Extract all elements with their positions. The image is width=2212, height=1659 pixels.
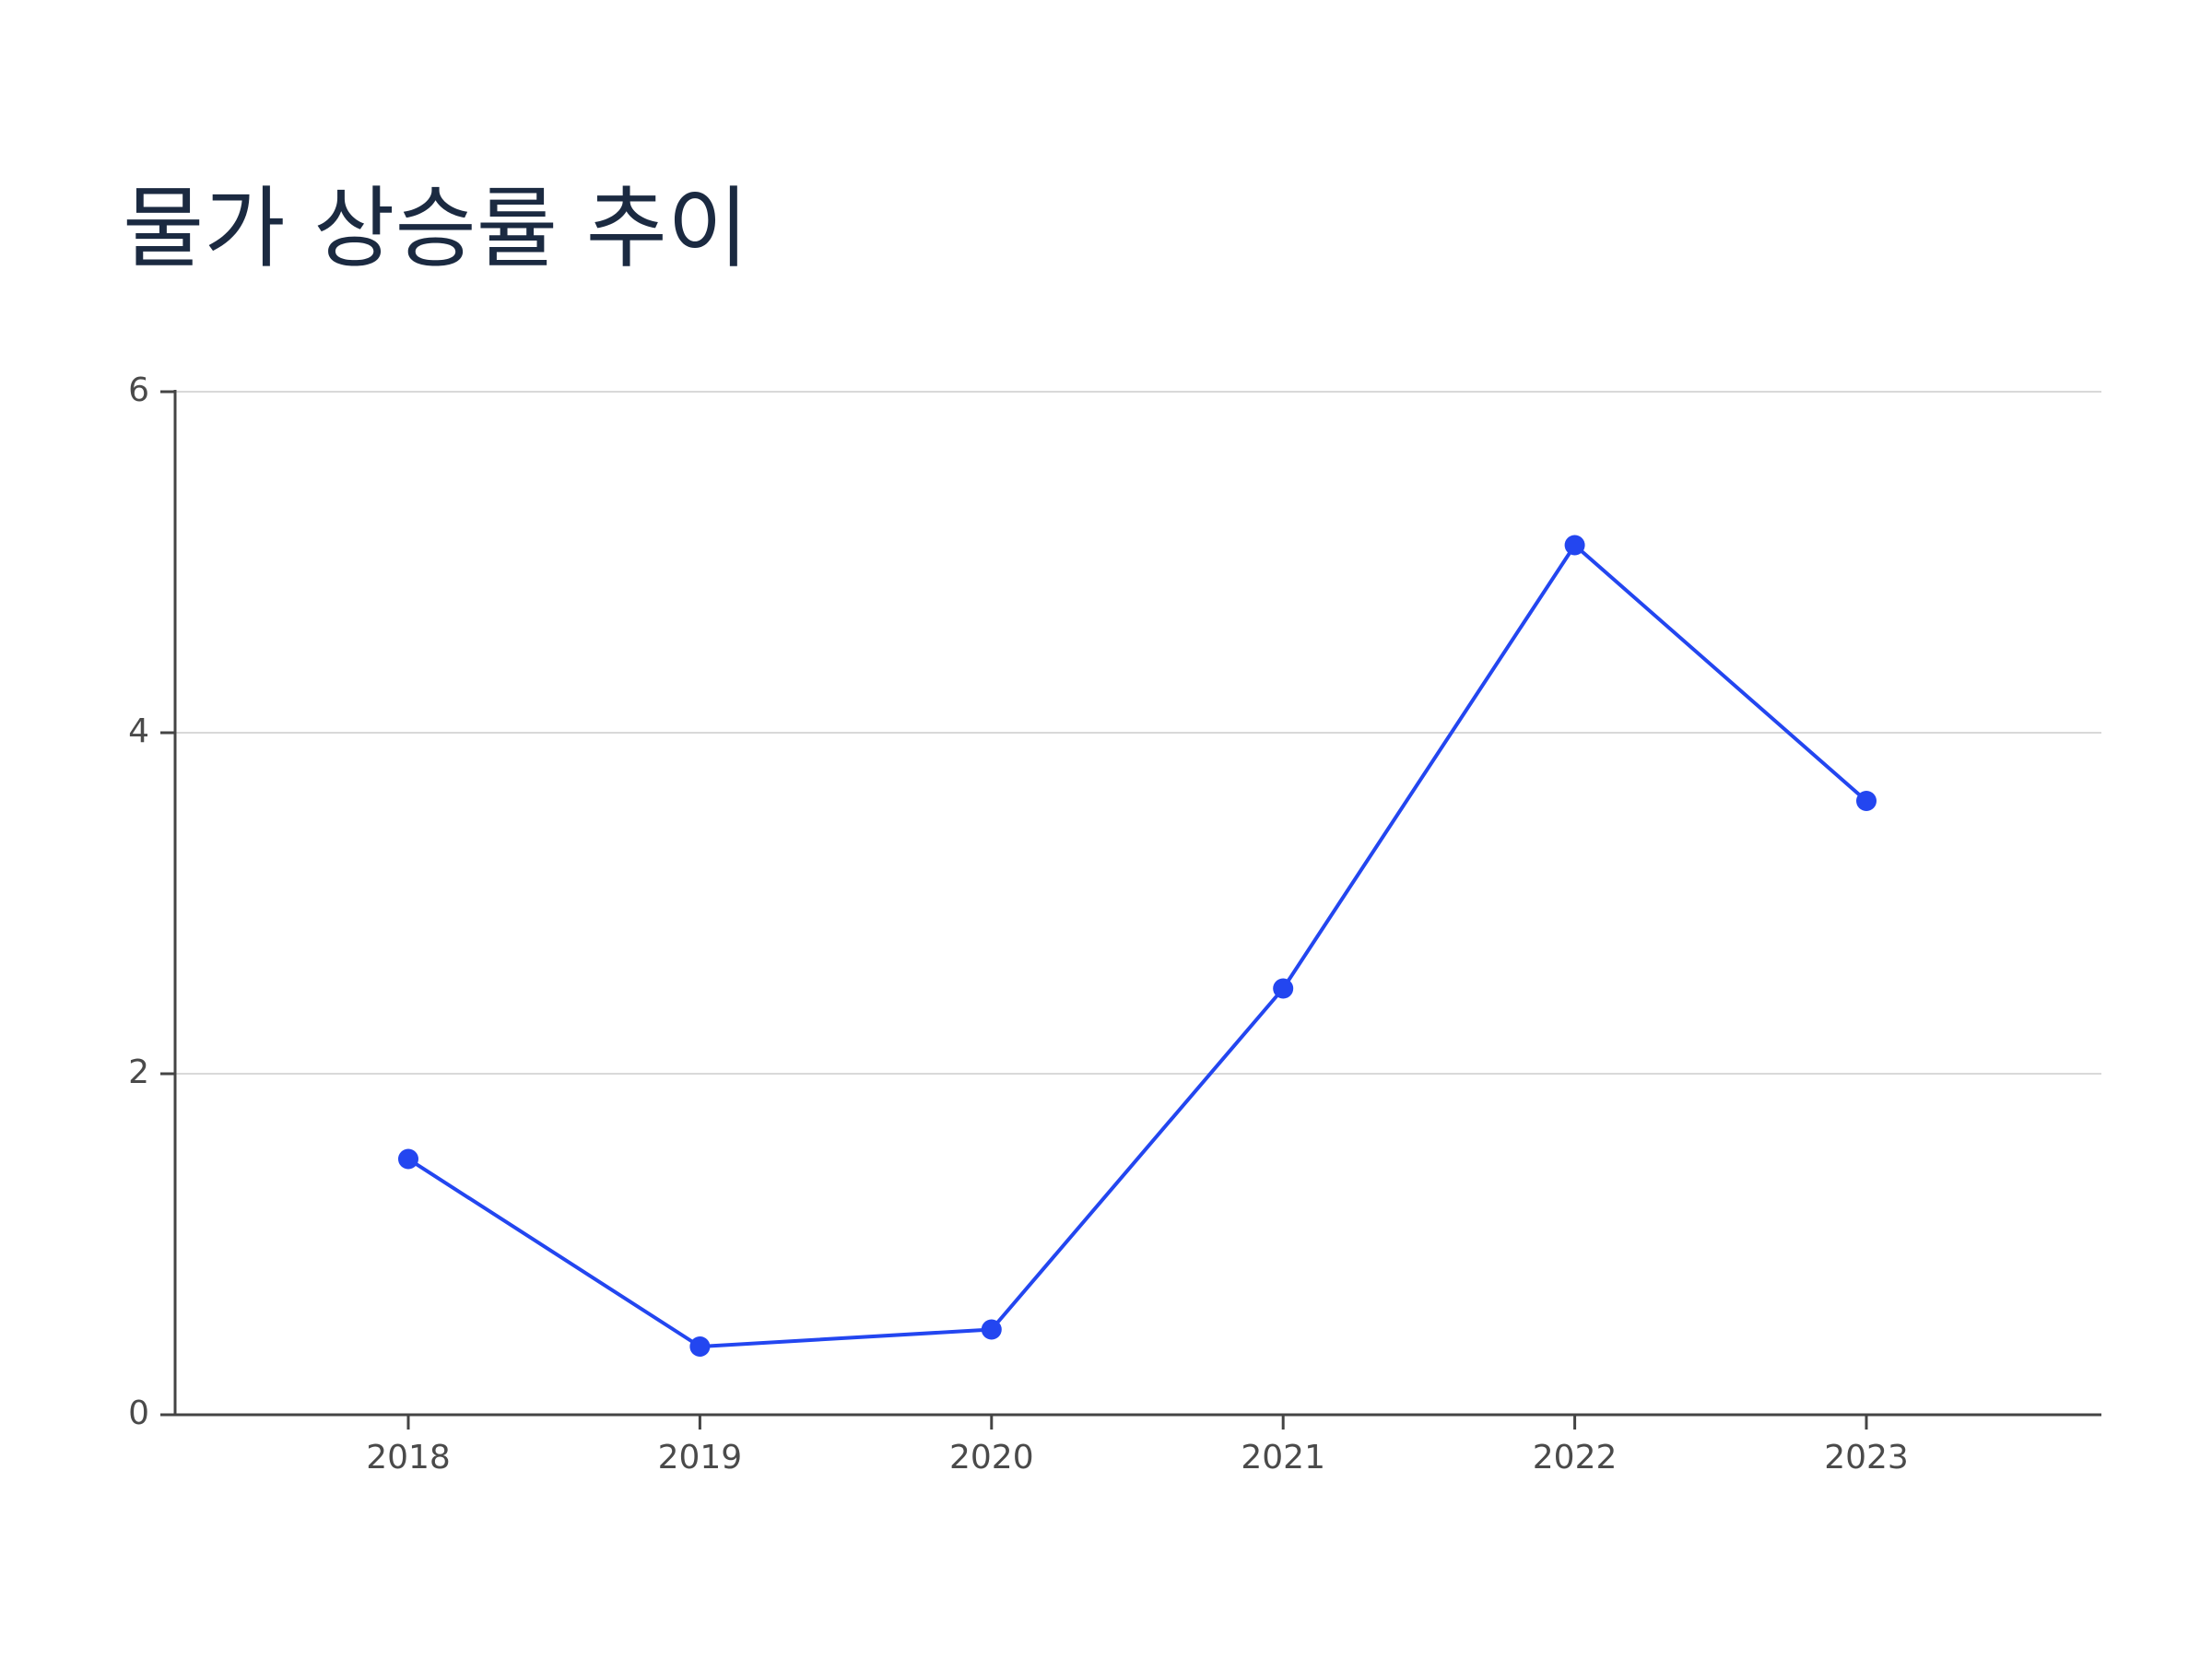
y-tick-label-0: 0 <box>128 1394 149 1432</box>
series-line-0 <box>406 543 1868 1348</box>
x-tick-label-2020: 2020 <box>949 1439 1034 1477</box>
x-tick-label-2018: 2018 <box>366 1439 451 1477</box>
axes <box>160 390 2101 1430</box>
y-tick-label-4: 4 <box>128 712 149 750</box>
x-tick-label-2023: 2023 <box>1824 1439 1909 1477</box>
data-point-2018 <box>398 1148 418 1170</box>
data-point-2020 <box>981 1319 1002 1340</box>
data-point-2023 <box>1856 791 1877 811</box>
series-line-group <box>398 535 1877 1357</box>
data-point-2021 <box>1273 978 1294 999</box>
y-tick-label-6: 6 <box>128 371 149 409</box>
x-tick-label-2022: 2022 <box>1533 1439 1618 1477</box>
x-tick-label-2019: 2019 <box>658 1439 743 1477</box>
data-point-2019 <box>689 1336 711 1357</box>
x-tick-label-2021: 2021 <box>1241 1439 1325 1477</box>
tick-labels: 0 2 4 6 2018 2019 2020 2021 2022 2023 <box>128 371 1909 1477</box>
y-tick-label-2: 2 <box>128 1053 149 1091</box>
grid-lines <box>175 391 2101 1075</box>
data-point-2022 <box>1564 535 1585 556</box>
chart-title: 물가 상승률 추이 <box>123 177 749 280</box>
